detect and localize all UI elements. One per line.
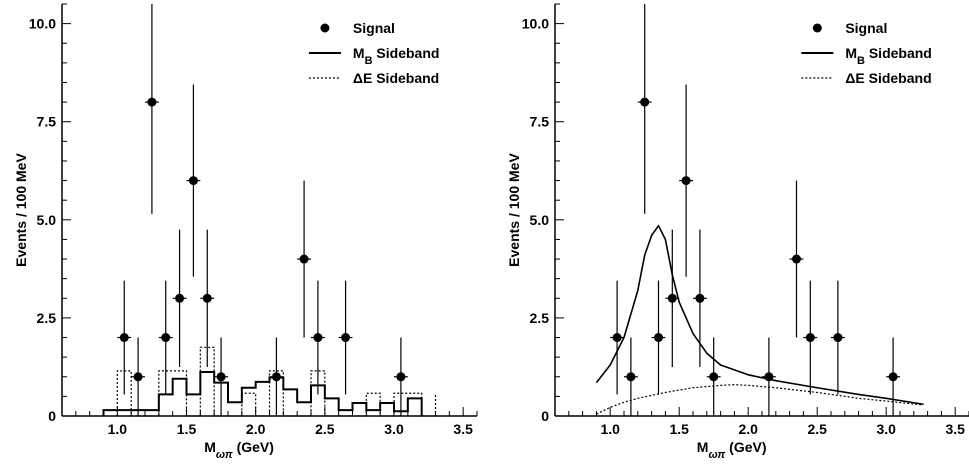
legend-signal-marker <box>320 23 330 33</box>
signal-point <box>202 293 212 303</box>
signal-point <box>175 293 185 303</box>
y-tick-label: 7.5 <box>530 114 550 130</box>
signal-point <box>299 254 309 264</box>
signal-point <box>313 333 323 343</box>
signal-point <box>626 372 636 382</box>
signal-point <box>805 333 815 343</box>
signal-point <box>833 333 843 343</box>
signal-point <box>188 176 198 186</box>
signal-point <box>695 293 705 303</box>
mb-sideband-curve <box>595 224 924 406</box>
legend-signal-marker <box>812 23 822 33</box>
y-tick-label: 10.0 <box>522 16 549 32</box>
legend: Signal MB Sideband ΔE Sideband <box>308 20 440 86</box>
legend-label: MB Sideband <box>845 45 932 67</box>
signal-point <box>792 254 801 264</box>
de-sideband-curve <box>596 384 924 415</box>
y-tick-label: 5.0 <box>37 212 57 228</box>
y-tick-label: 10.0 <box>29 16 56 32</box>
x-tick-label: 1.0 <box>600 421 620 437</box>
x-tick-label: 2.0 <box>246 421 266 437</box>
y-tick-label: 7.5 <box>37 114 57 130</box>
mb-sideband-histogram <box>102 371 423 416</box>
x-tick-label: 2.5 <box>315 421 335 437</box>
panel-left: 1.0 1.5 2.0 2.5 3.0 3.5 0 2.5 5.0 7.5 10.0 Mωπ (GeV… <box>13 3 478 461</box>
x-tick-label: 1.5 <box>177 421 197 437</box>
x-tick-label: 1.0 <box>108 421 128 437</box>
signal-point <box>119 333 129 343</box>
signal-point <box>147 97 157 107</box>
signal-point <box>341 333 351 343</box>
panel-right: 1.0 1.5 2.0 2.5 3.0 3.5 0 2.5 5.0 7.5 10.0 Mωπ (GeV… <box>506 3 969 461</box>
legend: Signal MB Sideband ΔE Sideband <box>801 20 932 86</box>
signal-point <box>654 333 663 343</box>
signal-point <box>133 372 143 382</box>
y-tick-label: 5.0 <box>530 212 550 228</box>
signal-point <box>161 333 171 343</box>
signal-point <box>888 372 898 382</box>
y-axis-label: Events / 100 MeV <box>506 153 522 267</box>
signal-point <box>640 97 650 107</box>
legend-label: Signal <box>353 20 395 36</box>
de-sideband-histogram <box>116 346 437 417</box>
x-tick-label: 3.5 <box>453 421 473 437</box>
x-tick-label: 3.0 <box>876 421 896 437</box>
x-axis-label: Mωπ (GeV) <box>204 439 274 461</box>
x-tick-label: 2.0 <box>738 421 758 437</box>
legend-label: ΔE Sideband <box>353 70 439 86</box>
x-tick-label: 1.5 <box>669 421 689 437</box>
y-tick-label: 0 <box>541 408 549 424</box>
x-tick-label: 3.5 <box>945 421 965 437</box>
x-axis-label: Mωπ (GeV) <box>697 439 767 461</box>
x-tick-label: 3.0 <box>384 421 404 437</box>
legend-label: Signal <box>845 20 887 36</box>
y-tick-label: 2.5 <box>37 310 57 326</box>
legend-label: ΔE Sideband <box>845 70 931 86</box>
signal-point <box>396 372 406 382</box>
y-tick-label: 0 <box>48 408 56 424</box>
signal-point <box>709 372 719 382</box>
signal-point <box>681 176 691 186</box>
signal-point <box>667 293 677 303</box>
y-tick-label: 2.5 <box>530 310 550 326</box>
legend-label: MB Sideband <box>353 45 440 67</box>
signal-point <box>612 333 622 343</box>
y-axis-label: Events / 100 MeV <box>13 153 29 267</box>
x-tick-label: 2.5 <box>807 421 827 437</box>
signal-point <box>216 372 226 382</box>
